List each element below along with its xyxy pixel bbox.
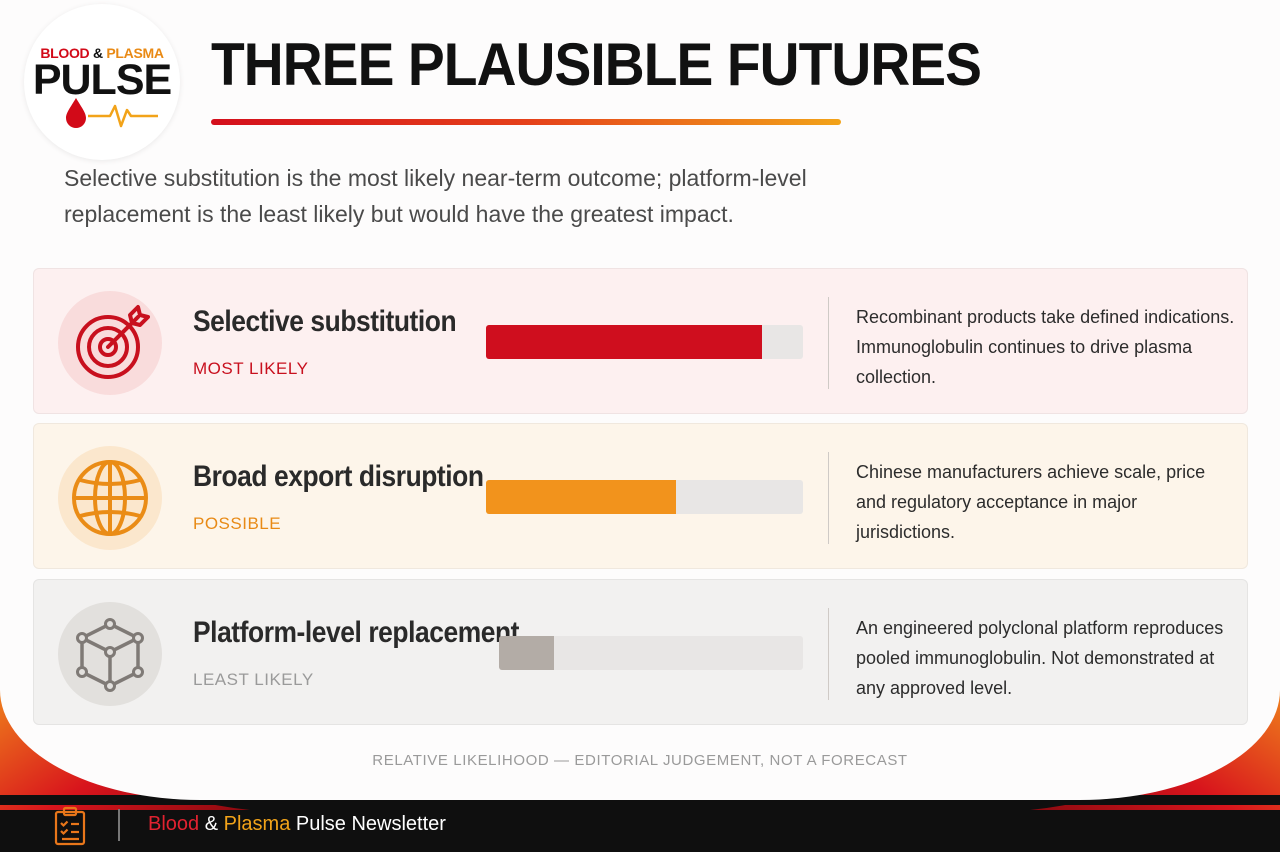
title-underline — [211, 119, 841, 125]
footer-newsletter-text: Pulse Newsletter — [295, 813, 446, 835]
cube-network-icon — [76, 618, 144, 692]
logo-word-plasma: PLASMA — [106, 45, 164, 61]
main-card: BLOOD & PLASMA PULSE THREE PLAUSIBLE FUT… — [0, 0, 1280, 800]
scenario-description: An engineered polyclonal platform reprod… — [856, 618, 1224, 698]
scenario-description: Recombinant products take defined indica… — [856, 307, 1235, 387]
scenario-icon-badge — [58, 291, 162, 395]
row-divider — [828, 608, 829, 700]
target-icon — [76, 305, 150, 379]
likelihood-label: POSSIBLE — [193, 514, 282, 533]
footer-word-plasma: Plasma — [223, 813, 291, 835]
row-divider — [828, 452, 829, 544]
globe-icon — [72, 460, 148, 536]
page-title: THREE PLAUSIBLE FUTURES — [211, 31, 982, 98]
logo-main-word: PULSE — [32, 56, 172, 104]
blood-drop-pulse-icon — [66, 98, 158, 128]
logo-ampersand: & — [92, 45, 103, 61]
brand-logo: BLOOD & PLASMA PULSE — [24, 4, 180, 160]
footer-word-blood: Blood — [148, 813, 200, 835]
footnote: RELATIVE LIKELIHOOD — EDITORIAL JUDGEMEN… — [372, 752, 908, 769]
footer-bar: Blood & Plasma Pulse Newsletter — [0, 800, 1280, 852]
likelihood-bar-fill — [499, 636, 554, 670]
scenario-row-broad-export-disruption: Broad export disruption POSSIBLE Chinese… — [33, 423, 1248, 569]
likelihood-bar-fill — [486, 325, 762, 359]
scenario-title: Platform-level replacement — [193, 616, 520, 649]
row-divider — [828, 297, 829, 389]
footer-ampersand: & — [204, 813, 219, 835]
scenario-row-selective-substitution: Selective substitution MOST LIKELY Recom… — [33, 268, 1248, 414]
scenario-icon-badge — [58, 446, 162, 550]
scenario-description: Chinese manufacturers achieve scale, pri… — [856, 462, 1206, 542]
logo-top-line: BLOOD & PLASMA — [24, 45, 180, 61]
footer-brand-text: Blood & Plasma Pulse Newsletter — [148, 813, 446, 836]
footer-separator — [118, 809, 120, 841]
logo-word-blood: BLOOD — [40, 45, 90, 61]
scenario-icon-badge — [58, 602, 162, 706]
scenario-title: Broad export disruption — [193, 460, 484, 493]
scenario-title: Selective substitution — [193, 305, 457, 338]
page-subtitle: Selective substitution is the most likel… — [64, 165, 807, 227]
likelihood-label: MOST LIKELY — [193, 359, 309, 378]
likelihood-bar — [499, 636, 803, 670]
likelihood-bar — [486, 325, 803, 359]
likelihood-bar-fill — [486, 480, 677, 514]
scenario-row-platform-level-replacement: Platform-level replacement LEAST LIKELY … — [33, 579, 1248, 725]
likelihood-label: LEAST LIKELY — [193, 670, 314, 689]
likelihood-bar — [486, 480, 803, 514]
clipboard-icon — [54, 806, 86, 846]
